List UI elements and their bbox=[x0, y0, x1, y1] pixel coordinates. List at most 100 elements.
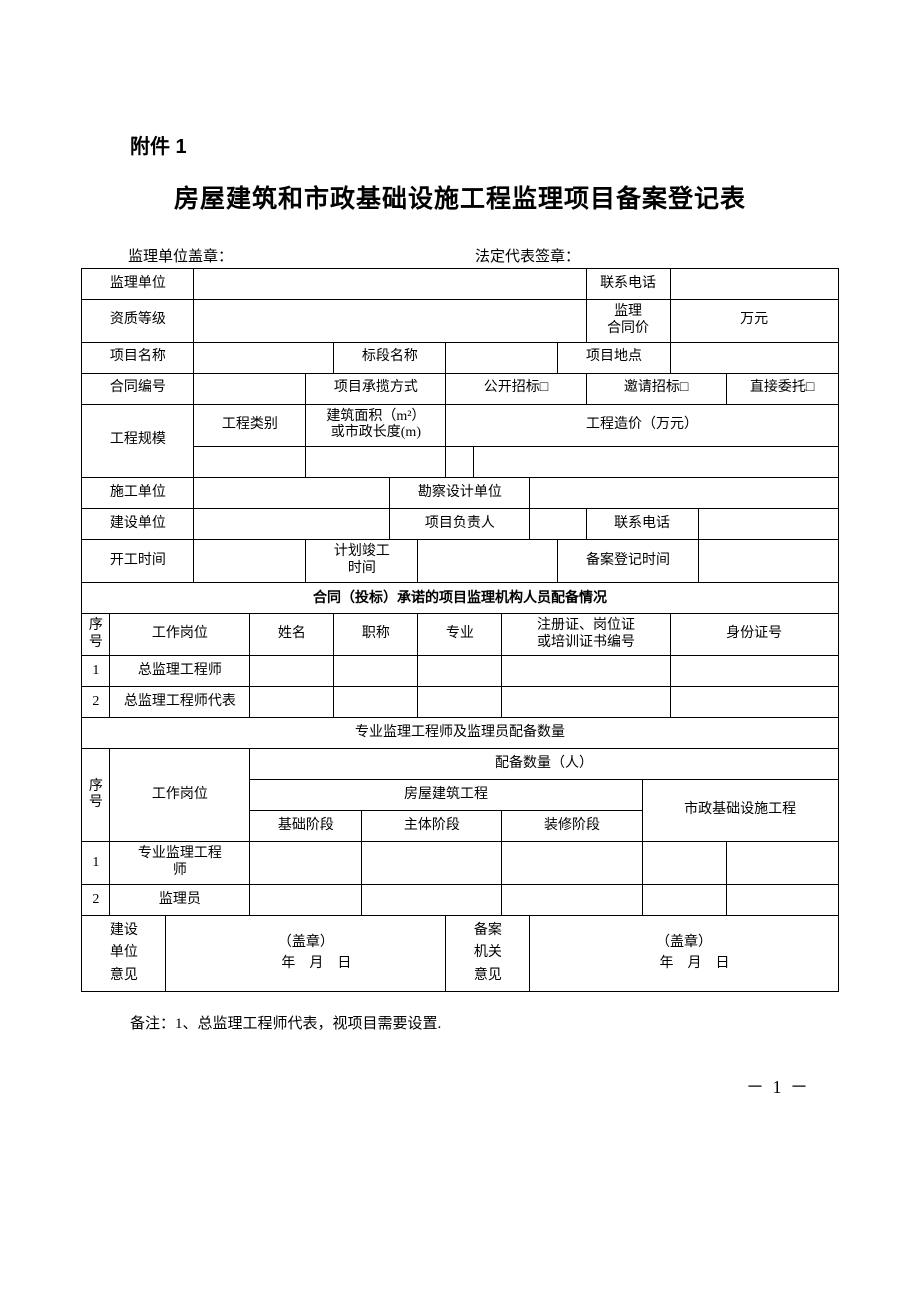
page-number: － 1 － bbox=[80, 1073, 810, 1099]
date-y-1: 年 bbox=[281, 956, 295, 971]
checkbox-invite-bid[interactable]: 邀请招标□ bbox=[586, 373, 726, 404]
value-contact-phone bbox=[670, 269, 838, 300]
label-project-leader: 项目负责人 bbox=[390, 509, 530, 540]
municipal-a2-2 bbox=[726, 884, 838, 915]
cert-2 bbox=[502, 687, 670, 718]
label-contract-price: 监理 合同价 bbox=[586, 300, 670, 343]
label-project-cost: 工程造价（万元） bbox=[446, 404, 838, 447]
title-1 bbox=[334, 656, 418, 687]
header-stamp-right: 法定代表签章： bbox=[475, 245, 822, 266]
section-header-personnel: 合同（投标）承诺的项目监理机构人员配备情况 bbox=[82, 582, 838, 613]
col-municipal-project: 市政基础设施工程 bbox=[642, 780, 838, 842]
major-1 bbox=[418, 656, 502, 687]
value-contract-number bbox=[194, 373, 306, 404]
col-decoration-stage: 装修阶段 bbox=[502, 811, 642, 842]
checkbox-direct-entrust[interactable]: 直接委托□ bbox=[726, 373, 838, 404]
seq-a2: 2 bbox=[82, 884, 110, 915]
date-d-1: 日 bbox=[337, 956, 351, 971]
seq-2: 2 bbox=[82, 687, 110, 718]
col-seq2: 序 号 bbox=[82, 749, 110, 842]
col-main-stage: 主体阶段 bbox=[362, 811, 502, 842]
label-contract-method: 项目承揽方式 bbox=[306, 373, 446, 404]
foundation-a1 bbox=[250, 842, 362, 885]
label-project-name: 项目名称 bbox=[82, 342, 194, 373]
value-project-category bbox=[194, 447, 306, 478]
value-build-unit bbox=[194, 509, 390, 540]
value-record-time bbox=[698, 540, 838, 583]
page-title: 房屋建筑和市政基础设施工程监理项目备案登记表 bbox=[80, 179, 840, 215]
value-project-cost-1 bbox=[446, 447, 474, 478]
col-title: 职称 bbox=[334, 613, 418, 656]
seq-a1: 1 bbox=[82, 842, 110, 885]
col-housing-project: 房屋建筑工程 bbox=[250, 780, 642, 811]
id-1 bbox=[670, 656, 838, 687]
label-qualification-level: 资质等级 bbox=[82, 300, 194, 343]
section-header-allocation: 专业监理工程师及监理员配备数量 bbox=[82, 718, 838, 749]
label-start-time: 开工时间 bbox=[82, 540, 194, 583]
checkbox-open-bid[interactable]: 公开招标□ bbox=[446, 373, 586, 404]
main-a2 bbox=[362, 884, 502, 915]
stamp-text-1: （盖章） bbox=[278, 935, 334, 950]
label-building-area: 建筑面积（m²） 或市政长度(m) bbox=[306, 404, 446, 447]
value-contract-price: 万元 bbox=[670, 300, 838, 343]
value-project-name bbox=[194, 342, 334, 373]
label-build-unit: 建设单位 bbox=[82, 509, 194, 540]
label-construction-unit: 施工单位 bbox=[82, 478, 194, 509]
header-line: 监理单位盖章： 法定代表签章： bbox=[128, 245, 822, 266]
label-record-org-opinion: 备案 机关 意见 bbox=[446, 915, 530, 991]
municipal-a1-1 bbox=[642, 842, 726, 885]
name-1 bbox=[250, 656, 334, 687]
attachment-label: 附件 1 bbox=[130, 130, 840, 159]
position-1: 总监理工程师 bbox=[110, 656, 250, 687]
label-contract-number: 合同编号 bbox=[82, 373, 194, 404]
value-project-location bbox=[670, 342, 838, 373]
decoration-a1 bbox=[502, 842, 642, 885]
label-contact-phone2: 联系电话 bbox=[586, 509, 698, 540]
date-m-2: 月 bbox=[687, 956, 701, 971]
title-2 bbox=[334, 687, 418, 718]
header-stamp-left: 监理单位盖章： bbox=[128, 245, 475, 266]
col-allocation-qty: 配备数量（人） bbox=[250, 749, 838, 780]
foundation-a2 bbox=[250, 884, 362, 915]
date-m-1: 月 bbox=[309, 956, 323, 971]
footnote: 备注：1、总监理工程师代表，视项目需要设置. bbox=[130, 1012, 840, 1033]
position-a1: 专业监理工程 师 bbox=[110, 842, 250, 885]
value-build-unit-opinion: （盖章） 年 月 日 bbox=[166, 915, 446, 991]
value-section-name bbox=[446, 342, 558, 373]
seq-1: 1 bbox=[82, 656, 110, 687]
decoration-a2 bbox=[502, 884, 642, 915]
label-supervision-unit: 监理单位 bbox=[82, 269, 194, 300]
label-project-scale: 工程规模 bbox=[82, 404, 194, 478]
col-name: 姓名 bbox=[250, 613, 334, 656]
label-record-time: 备案登记时间 bbox=[558, 540, 698, 583]
municipal-a1-2 bbox=[726, 842, 838, 885]
date-d-2: 日 bbox=[715, 956, 729, 971]
col-position: 工作岗位 bbox=[110, 613, 250, 656]
value-building-area bbox=[306, 447, 446, 478]
main-a1 bbox=[362, 842, 502, 885]
position-2: 总监理工程师代表 bbox=[110, 687, 250, 718]
value-survey-design-unit bbox=[530, 478, 838, 509]
position-a2: 监理员 bbox=[110, 884, 250, 915]
value-qualification-level bbox=[194, 300, 586, 343]
value-construction-unit bbox=[194, 478, 390, 509]
label-contact-phone: 联系电话 bbox=[586, 269, 670, 300]
name-2 bbox=[250, 687, 334, 718]
id-2 bbox=[670, 687, 838, 718]
value-supervision-unit bbox=[194, 269, 586, 300]
stamp-text-2: （盖章） bbox=[656, 935, 712, 950]
value-project-leader bbox=[530, 509, 586, 540]
col-cert-no: 注册证、岗位证 或培训证书编号 bbox=[502, 613, 670, 656]
col-id-no: 身份证号 bbox=[670, 613, 838, 656]
value-contact-phone2 bbox=[698, 509, 838, 540]
col-seq: 序 号 bbox=[82, 613, 110, 656]
cert-1 bbox=[502, 656, 670, 687]
major-2 bbox=[418, 687, 502, 718]
value-record-org-opinion: （盖章） 年 月 日 bbox=[530, 915, 838, 991]
label-survey-design-unit: 勘察设计单位 bbox=[390, 478, 530, 509]
label-project-location: 项目地点 bbox=[558, 342, 670, 373]
value-planned-completion bbox=[418, 540, 558, 583]
label-section-name: 标段名称 bbox=[334, 342, 446, 373]
date-y-2: 年 bbox=[659, 956, 673, 971]
value-start-time bbox=[194, 540, 306, 583]
